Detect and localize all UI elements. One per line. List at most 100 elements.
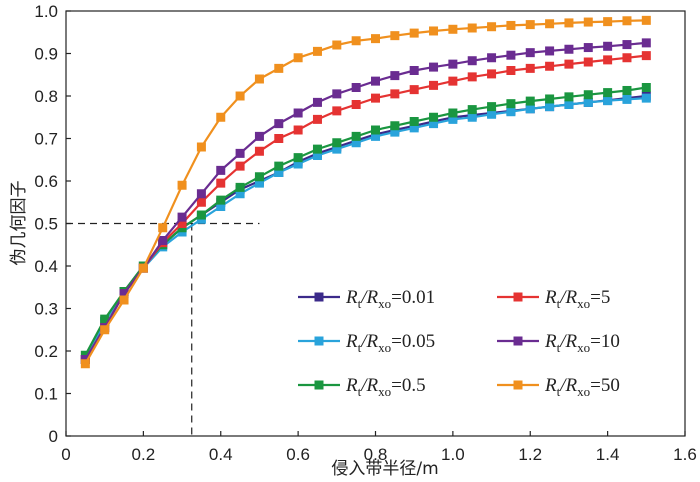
legend-entry: Rt/Rxo=50 [497,375,620,399]
y-tick-label: 0.1 [34,385,58,404]
data-point [429,112,439,122]
data-point [177,219,187,228]
data-point [525,48,535,58]
data-point [80,359,90,369]
data-point [254,172,264,182]
data-point [448,108,458,118]
x-tick-label: 0.8 [364,445,388,464]
data-point [293,125,303,135]
data-point [429,80,439,90]
series-6 [80,15,651,369]
x-tick-label: 0.2 [132,445,156,464]
series-5 [80,38,651,364]
data-point [409,66,419,75]
data-point [506,50,516,60]
y-tick-label: 0.4 [34,257,58,276]
data-point [100,325,110,335]
data-point [216,178,226,188]
data-point [622,85,632,95]
data-point [487,102,497,112]
data-point [622,16,632,26]
data-point [158,223,168,233]
data-point [100,314,110,324]
data-point [312,144,322,154]
data-point [312,151,322,160]
legend: Rt/Rxo=0.01 Rt/Rxo=0.05 Rt/Rxo=0.5 Rt/Rxo=5… [298,287,620,399]
data-point [216,195,226,205]
legend-marker [314,336,324,346]
data-point [196,197,206,207]
data-point [371,125,380,135]
data-point [196,210,206,220]
data-point [506,66,516,75]
data-point [390,71,400,81]
data-point [641,51,651,61]
legend-entry: Rt/Rxo=10 [497,331,620,355]
y-tick-label: 0.3 [34,300,58,319]
data-point [332,40,342,50]
data-point [545,102,555,112]
legend-label: Rt/Rxo=0.5 [345,375,426,399]
data-point [351,83,361,92]
data-point [254,146,264,156]
data-point [216,165,226,175]
data-point [467,72,477,82]
data-point [351,100,361,109]
data-point [429,119,439,129]
data-point [351,36,361,46]
legend-label: Rt/Rxo=0.05 [345,331,435,355]
y-tick-label: 0.5 [34,215,58,234]
series-line [84,86,647,356]
data-point [371,131,380,141]
legend-marker [513,336,523,346]
data-point [583,43,593,53]
legend-marker [513,380,523,390]
data-point [409,85,419,95]
data-point [545,61,555,71]
data-point [177,212,187,222]
data-point [429,26,439,36]
data-point [564,100,574,109]
data-point [312,46,322,56]
data-point [312,114,322,124]
data-point [390,89,400,99]
data-point [390,121,400,131]
x-tick-label: 1.6 [673,445,697,464]
data-point [545,46,555,56]
data-point [235,91,245,101]
data-point [332,106,342,116]
reference-lines [66,222,260,436]
data-point [545,94,555,104]
data-point [332,138,342,148]
data-point [448,24,458,34]
data-point [235,182,245,192]
data-point [351,131,361,141]
data-point [119,295,129,305]
y-tick-label: 0.6 [34,172,58,191]
data-point [603,96,613,106]
y-tick-label: 0.9 [34,45,58,64]
legend-entry: Rt/Rxo=0.05 [298,331,435,355]
data-point [235,189,245,199]
data-point [216,202,226,211]
data-point [254,178,264,188]
data-point [293,108,303,118]
y-tick-label: 0.7 [34,130,58,149]
x-axis-title: 侵入带半径/m [331,459,438,479]
legend-marker [314,292,324,302]
legend-label: Rt/Rxo=50 [544,375,620,399]
data-point [312,97,322,107]
data-point [274,134,284,143]
data-point [274,168,284,177]
data-point [274,63,284,73]
data-point [177,180,187,190]
x-tick-label: 1.2 [518,445,542,464]
series-line [84,19,647,365]
x-tick-label: 0.4 [209,445,233,464]
series-line [84,41,647,361]
data-point [467,56,477,66]
legend-marker [513,292,523,302]
x-tick-label: 1.0 [441,445,465,464]
data-point [641,83,651,92]
